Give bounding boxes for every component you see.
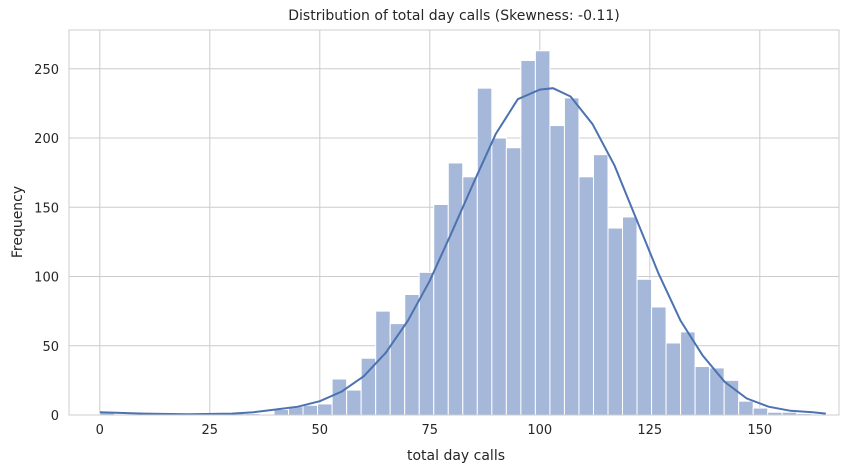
histogram-bar [375,310,391,416]
histogram-bar [331,378,348,416]
x-axis-label: total day calls [407,448,505,464]
histogram-bar [534,50,551,416]
y-tick-labels: 0 50 100 150 200 250 [34,63,59,424]
y-tick-label: 250 [34,63,59,78]
histogram-bar [680,331,696,416]
histogram-bar [636,278,653,416]
x-tick-label: 50 [312,423,329,438]
histogram-bar [447,162,464,416]
x-tick-label: 100 [527,423,552,438]
histogram-bar [563,97,580,416]
histogram-bar [549,125,565,416]
histogram-bar [462,176,478,416]
histogram-bar [578,176,594,416]
histogram-bar [651,306,667,416]
histogram-bar [346,389,362,416]
histogram-bar [418,271,435,416]
histogram-bar [491,137,507,416]
chart-title: Distribution of total day calls (Skewnes… [288,8,619,24]
y-tick-label: 200 [34,132,59,147]
x-tick-label: 75 [422,423,439,438]
x-tick-labels: 0 25 50 75 100 125 150 [96,423,773,438]
x-tick-label: 125 [637,423,662,438]
y-tick-label: 100 [34,271,59,286]
x-tick-label: 0 [96,423,104,438]
histogram-bar [607,227,624,416]
histogram-bar [433,203,449,416]
histogram-bar [694,366,711,416]
kde-curve [99,87,826,416]
histogram-bar [317,403,333,416]
y-tick-label: 150 [34,201,59,216]
histogram-bar [476,87,493,416]
plot-frame [68,29,840,416]
x-tick-label: 25 [202,423,219,438]
histogram-bar [709,367,725,416]
histogram-bars [99,50,812,416]
histogram-bar [752,407,769,416]
histogram-bar [520,59,536,416]
histogram-bar [723,379,740,416]
histogram-bar [665,342,682,416]
x-tick-label: 150 [747,423,772,438]
histogram-bar [738,400,754,416]
histogram-bar [592,154,609,416]
histogram-bar [302,404,319,416]
y-tick-label: 50 [42,340,59,355]
histogram-bar [622,216,638,416]
histogram-bar [505,147,522,416]
y-tick-label: 0 [51,409,59,424]
y-axis-label: Frequency [10,186,26,258]
